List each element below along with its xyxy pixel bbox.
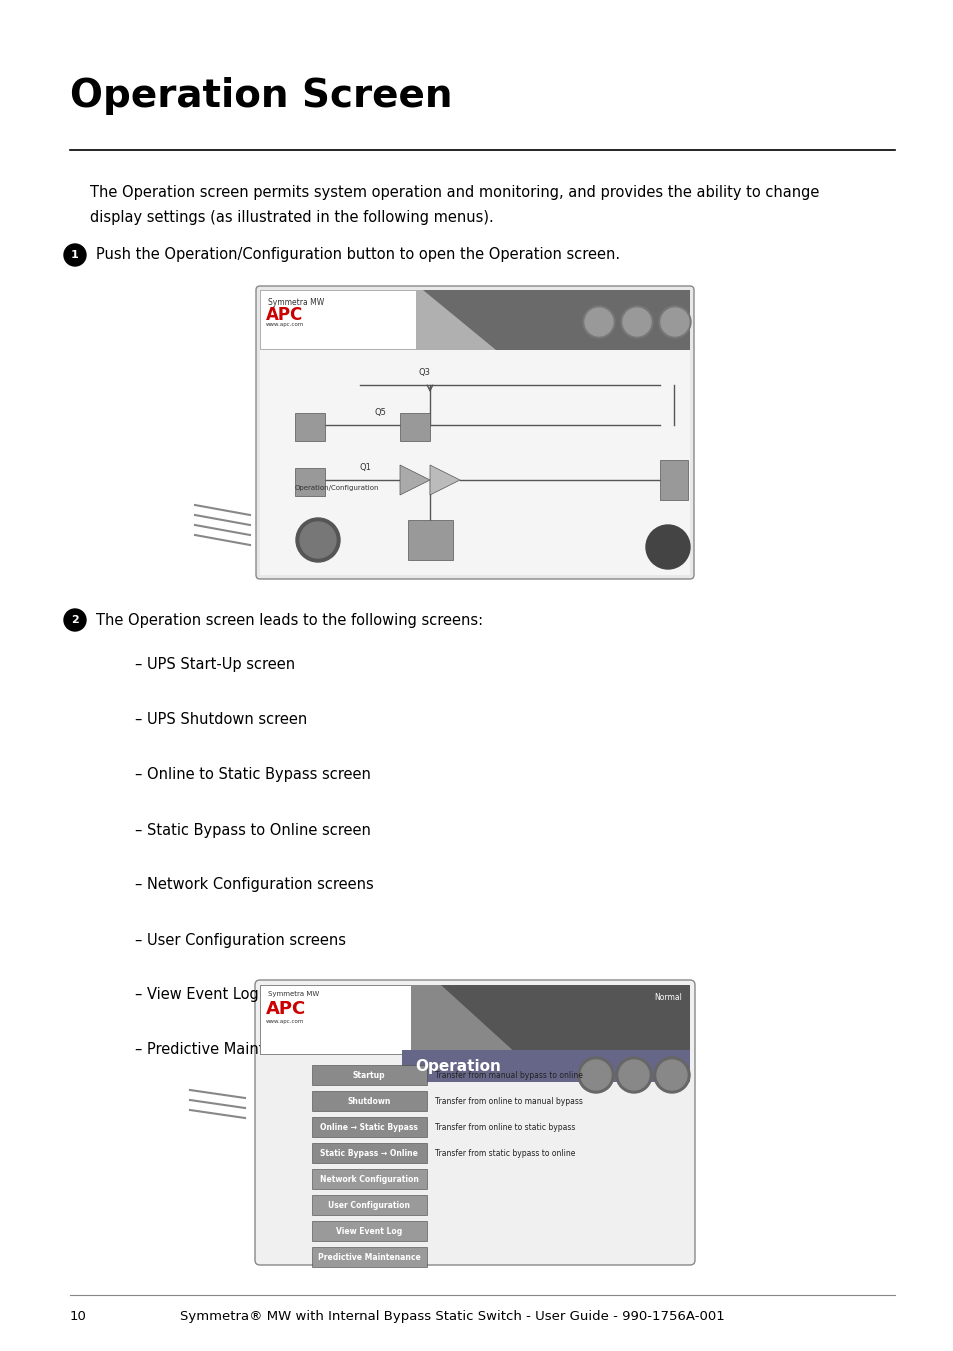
- Text: Operation: Operation: [415, 1058, 500, 1074]
- FancyBboxPatch shape: [254, 979, 695, 1265]
- Text: Startup: Startup: [353, 1070, 385, 1079]
- Text: www.apc.com: www.apc.com: [266, 1019, 304, 1024]
- Polygon shape: [430, 465, 459, 494]
- Text: – Predictive Maintenance screens: – Predictive Maintenance screens: [135, 1043, 379, 1058]
- Text: www.apc.com: www.apc.com: [266, 322, 304, 327]
- Text: Q3: Q3: [418, 367, 431, 377]
- Circle shape: [64, 609, 86, 631]
- Text: Operation/Configuration: Operation/Configuration: [294, 485, 379, 490]
- Circle shape: [580, 1061, 610, 1090]
- FancyBboxPatch shape: [408, 520, 453, 561]
- Circle shape: [618, 1061, 648, 1090]
- Text: Transfer from online to manual bypass: Transfer from online to manual bypass: [435, 1097, 582, 1105]
- Text: The Operation screen leads to the following screens:: The Operation screen leads to the follow…: [96, 612, 482, 627]
- Polygon shape: [399, 465, 430, 494]
- Text: – Network Configuration screens: – Network Configuration screens: [135, 878, 374, 893]
- FancyBboxPatch shape: [261, 290, 416, 349]
- FancyBboxPatch shape: [312, 1065, 426, 1085]
- FancyBboxPatch shape: [401, 1050, 689, 1082]
- FancyBboxPatch shape: [659, 459, 687, 500]
- Text: 10: 10: [70, 1310, 87, 1323]
- FancyBboxPatch shape: [312, 1117, 426, 1138]
- Text: Symmetra MW: Symmetra MW: [268, 992, 319, 997]
- FancyBboxPatch shape: [399, 413, 430, 440]
- Circle shape: [620, 305, 652, 338]
- Text: Network Configuration: Network Configuration: [319, 1174, 418, 1183]
- FancyBboxPatch shape: [260, 350, 689, 576]
- Text: – View Event Log screen: – View Event Log screen: [135, 988, 312, 1002]
- Circle shape: [295, 517, 339, 562]
- Text: Predictive Maintenance: Predictive Maintenance: [317, 1252, 420, 1262]
- Text: APC: APC: [266, 305, 303, 324]
- Circle shape: [622, 308, 650, 336]
- Text: View Event Log: View Event Log: [335, 1227, 402, 1236]
- Circle shape: [578, 1056, 614, 1093]
- FancyBboxPatch shape: [255, 286, 693, 580]
- FancyBboxPatch shape: [312, 1196, 426, 1215]
- Circle shape: [64, 245, 86, 266]
- Polygon shape: [423, 290, 689, 350]
- Text: Online → Static Bypass: Online → Static Bypass: [320, 1123, 417, 1132]
- FancyBboxPatch shape: [312, 1092, 426, 1111]
- Text: User Configuration: User Configuration: [328, 1201, 410, 1209]
- Text: 1: 1: [71, 250, 79, 259]
- Text: Normal: Normal: [654, 993, 681, 1002]
- Circle shape: [657, 1061, 686, 1090]
- Circle shape: [582, 305, 615, 338]
- FancyBboxPatch shape: [261, 986, 411, 1054]
- Text: Push the Operation/Configuration button to open the Operation screen.: Push the Operation/Configuration button …: [96, 247, 619, 262]
- Text: Static Bypass → Online: Static Bypass → Online: [320, 1148, 417, 1158]
- Text: 2: 2: [71, 615, 79, 626]
- Text: – Static Bypass to Online screen: – Static Bypass to Online screen: [135, 823, 371, 838]
- Text: Symmetra® MW with Internal Bypass Static Switch - User Guide - 990-1756A-001: Symmetra® MW with Internal Bypass Static…: [180, 1310, 724, 1323]
- FancyBboxPatch shape: [312, 1169, 426, 1189]
- FancyBboxPatch shape: [260, 290, 689, 350]
- Text: Q1: Q1: [359, 463, 372, 471]
- Circle shape: [616, 1056, 651, 1093]
- Circle shape: [654, 1056, 689, 1093]
- Text: Shutdown: Shutdown: [347, 1097, 391, 1105]
- Text: – User Configuration screens: – User Configuration screens: [135, 932, 346, 947]
- FancyBboxPatch shape: [294, 413, 325, 440]
- Circle shape: [645, 526, 689, 569]
- Text: – Online to Static Bypass screen: – Online to Static Bypass screen: [135, 767, 371, 782]
- FancyBboxPatch shape: [294, 467, 325, 496]
- Text: Q5: Q5: [375, 408, 387, 417]
- Text: The Operation screen permits system operation and monitoring, and provides the a: The Operation screen permits system oper…: [90, 185, 819, 224]
- Text: Operation Screen: Operation Screen: [70, 77, 452, 115]
- Circle shape: [299, 521, 335, 558]
- FancyBboxPatch shape: [312, 1221, 426, 1242]
- Text: – UPS Shutdown screen: – UPS Shutdown screen: [135, 712, 307, 727]
- Circle shape: [659, 305, 690, 338]
- Circle shape: [660, 308, 688, 336]
- Circle shape: [584, 308, 613, 336]
- FancyBboxPatch shape: [312, 1247, 426, 1267]
- Text: Transfer from online to static bypass: Transfer from online to static bypass: [435, 1123, 575, 1132]
- FancyBboxPatch shape: [312, 1143, 426, 1163]
- Text: Transfer from static bypass to online: Transfer from static bypass to online: [435, 1148, 575, 1158]
- Text: Transfer from manual bypass to online: Transfer from manual bypass to online: [435, 1070, 582, 1079]
- Text: APC: APC: [266, 1000, 306, 1019]
- Text: Symmetra MW: Symmetra MW: [268, 299, 324, 307]
- Polygon shape: [440, 985, 689, 1055]
- FancyBboxPatch shape: [260, 985, 689, 1055]
- Text: – UPS Start-Up screen: – UPS Start-Up screen: [135, 658, 294, 673]
